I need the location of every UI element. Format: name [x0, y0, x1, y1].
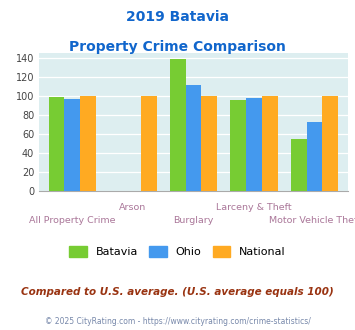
- Text: Compared to U.S. average. (U.S. average equals 100): Compared to U.S. average. (U.S. average …: [21, 287, 334, 297]
- Bar: [170, 58, 186, 191]
- Text: All Property Crime: All Property Crime: [29, 216, 116, 225]
- Text: Property Crime Comparison: Property Crime Comparison: [69, 40, 286, 53]
- Text: © 2025 CityRating.com - https://www.cityrating.com/crime-statistics/: © 2025 CityRating.com - https://www.city…: [45, 317, 310, 326]
- Bar: [262, 96, 278, 191]
- Bar: [291, 139, 307, 191]
- Text: Arson: Arson: [119, 203, 147, 212]
- Text: 2019 Batavia: 2019 Batavia: [126, 10, 229, 24]
- Bar: [186, 85, 201, 191]
- Bar: [49, 97, 65, 191]
- Legend: Batavia, Ohio, National: Batavia, Ohio, National: [65, 242, 290, 262]
- Bar: [322, 96, 338, 191]
- Bar: [141, 96, 157, 191]
- Text: Larceny & Theft: Larceny & Theft: [216, 203, 292, 212]
- Text: Burglary: Burglary: [173, 216, 214, 225]
- Bar: [80, 96, 96, 191]
- Bar: [201, 96, 217, 191]
- Text: Motor Vehicle Theft: Motor Vehicle Theft: [269, 216, 355, 225]
- Bar: [307, 122, 322, 191]
- Bar: [230, 100, 246, 191]
- Bar: [65, 99, 80, 191]
- Bar: [246, 98, 262, 191]
